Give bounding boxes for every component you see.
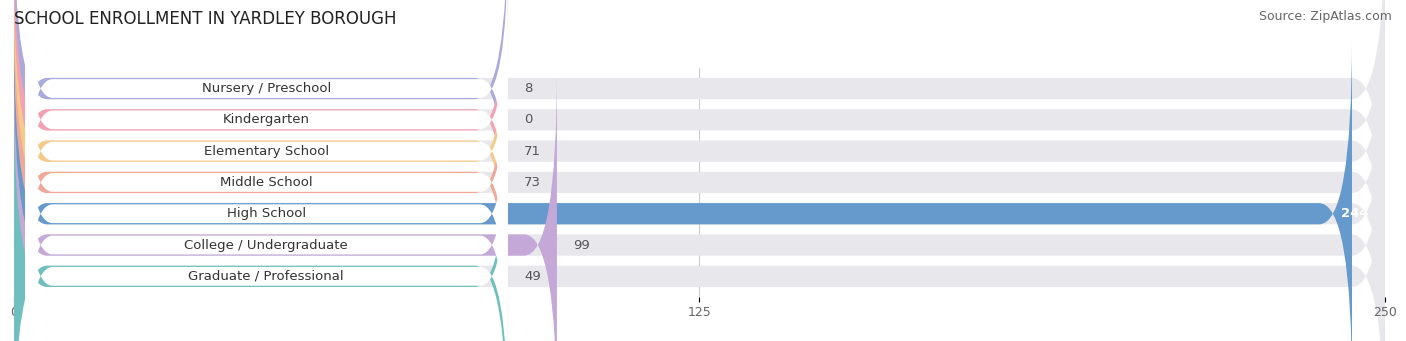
FancyBboxPatch shape <box>25 0 508 267</box>
FancyBboxPatch shape <box>25 4 508 298</box>
FancyBboxPatch shape <box>14 0 508 328</box>
Text: 244: 244 <box>1341 207 1368 220</box>
FancyBboxPatch shape <box>14 5 508 341</box>
FancyBboxPatch shape <box>25 129 508 341</box>
Text: SCHOOL ENROLLMENT IN YARDLEY BOROUGH: SCHOOL ENROLLMENT IN YARDLEY BOROUGH <box>14 10 396 28</box>
FancyBboxPatch shape <box>14 99 1385 341</box>
FancyBboxPatch shape <box>14 0 508 297</box>
Text: 8: 8 <box>524 82 533 95</box>
FancyBboxPatch shape <box>14 99 508 341</box>
FancyBboxPatch shape <box>14 68 1385 341</box>
Text: 49: 49 <box>524 270 541 283</box>
Text: Nursery / Preschool: Nursery / Preschool <box>201 82 330 95</box>
Text: 71: 71 <box>524 145 541 158</box>
FancyBboxPatch shape <box>14 0 1385 297</box>
Text: College / Undergraduate: College / Undergraduate <box>184 239 349 252</box>
FancyBboxPatch shape <box>14 0 508 266</box>
FancyBboxPatch shape <box>25 35 508 329</box>
Text: Graduate / Professional: Graduate / Professional <box>188 270 344 283</box>
FancyBboxPatch shape <box>14 0 1385 266</box>
FancyBboxPatch shape <box>14 0 1385 328</box>
FancyBboxPatch shape <box>14 5 1385 341</box>
Text: 0: 0 <box>524 113 533 126</box>
FancyBboxPatch shape <box>14 36 1353 341</box>
Text: Kindergarten: Kindergarten <box>222 113 309 126</box>
FancyBboxPatch shape <box>14 36 1385 341</box>
Text: 73: 73 <box>524 176 541 189</box>
FancyBboxPatch shape <box>25 98 508 341</box>
Text: Source: ZipAtlas.com: Source: ZipAtlas.com <box>1258 10 1392 23</box>
Text: Middle School: Middle School <box>219 176 312 189</box>
Text: Elementary School: Elementary School <box>204 145 329 158</box>
Text: High School: High School <box>226 207 307 220</box>
FancyBboxPatch shape <box>25 0 508 236</box>
FancyBboxPatch shape <box>14 68 557 341</box>
Text: 99: 99 <box>574 239 591 252</box>
FancyBboxPatch shape <box>25 66 508 341</box>
